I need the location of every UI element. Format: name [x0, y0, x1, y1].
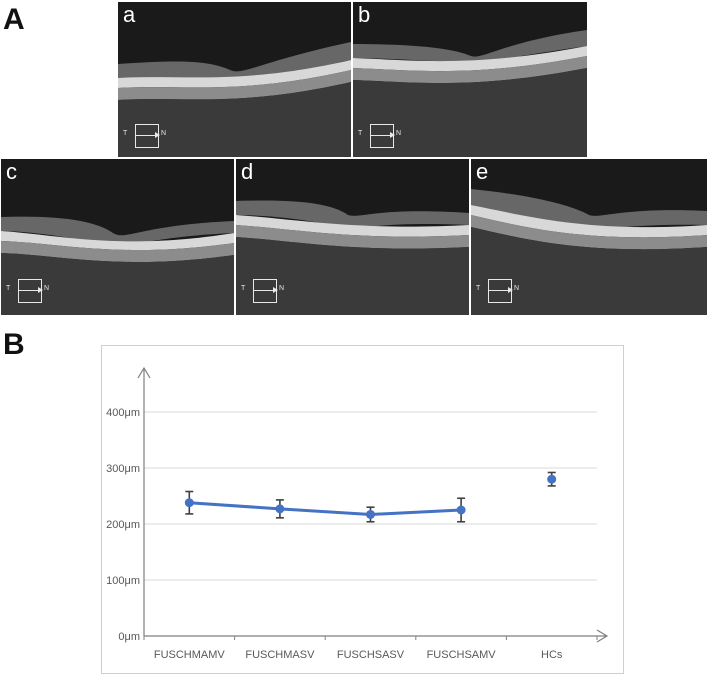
- nasal-label: N: [279, 285, 285, 292]
- series-line: [189, 501, 462, 516]
- x-tick-label: FUSCHMASV: [245, 649, 315, 661]
- chart-svg: 0μm 100μm 200μm 300μm 400μm FUSCHMAMV FUSCHMAS…: [106, 366, 609, 661]
- oct-scan-e: e T N: [471, 159, 707, 315]
- arrow-right-icon: [135, 132, 160, 138]
- nasal-label: N: [514, 285, 520, 292]
- x-tick-label: FUSCHSASV: [337, 649, 405, 661]
- arrow-right-icon: [18, 287, 43, 293]
- arrow-right-icon: [488, 287, 513, 293]
- oct-scan-image: [236, 200, 469, 315]
- oct-scan-a: a T N: [118, 2, 351, 157]
- temporal-label: T: [6, 285, 11, 292]
- thickness-chart: 0μm 100μm 200μm 300μm 400μm FUSCHMAMV FUSCHMAS…: [101, 345, 624, 674]
- y-tick-label: 100μm: [106, 575, 140, 587]
- scan-label: e: [476, 159, 489, 184]
- oct-scan-image: [1, 216, 234, 315]
- y-tick-label: 300μm: [106, 463, 140, 475]
- y-tick-label: 200μm: [106, 519, 140, 531]
- temporal-label: T: [123, 130, 128, 137]
- scan-label: a: [123, 2, 136, 27]
- temporal-label: T: [476, 285, 481, 292]
- y-tick-label: 400μm: [106, 407, 140, 419]
- scan-label: b: [358, 2, 371, 27]
- orientation-marker: T N: [241, 279, 311, 305]
- temporal-label: T: [241, 285, 246, 292]
- oct-scan-b: b T N: [353, 2, 587, 157]
- y-tick-label: 0μm: [118, 631, 140, 643]
- data-point: [456, 505, 466, 515]
- x-tick-label: FUSCHMAMV: [154, 649, 226, 661]
- arrow-right-icon: [370, 132, 395, 138]
- x-axis-arrow-icon: [596, 629, 609, 643]
- oct-scan-d: d T N: [236, 159, 469, 315]
- x-tick-label: HCs: [541, 649, 563, 661]
- data-point: [275, 504, 285, 514]
- scan-label: c: [6, 159, 17, 184]
- oct-scan-image: [353, 30, 587, 157]
- data-point: [184, 498, 194, 508]
- oct-scan-image: [118, 42, 351, 157]
- panel-a-label: A: [3, 3, 25, 36]
- scan-label: d: [241, 159, 254, 184]
- orientation-marker: T N: [476, 279, 546, 305]
- orientation-marker: T N: [123, 124, 193, 150]
- data-point: [547, 474, 557, 484]
- nasal-label: N: [44, 285, 50, 292]
- panel-b-label: B: [3, 328, 25, 361]
- data-point: [366, 509, 375, 519]
- temporal-label: T: [358, 130, 363, 137]
- y-axis-arrow-icon: [137, 366, 151, 379]
- oct-scan-image: [471, 189, 707, 315]
- arrow-right-icon: [253, 287, 278, 293]
- oct-scan-c: c T N: [1, 159, 234, 315]
- nasal-label: N: [161, 130, 167, 137]
- orientation-marker: T N: [6, 279, 76, 305]
- orientation-marker: T N: [358, 124, 428, 150]
- x-tick-label: FUSCHSAMV: [427, 649, 497, 661]
- nasal-label: N: [396, 130, 402, 137]
